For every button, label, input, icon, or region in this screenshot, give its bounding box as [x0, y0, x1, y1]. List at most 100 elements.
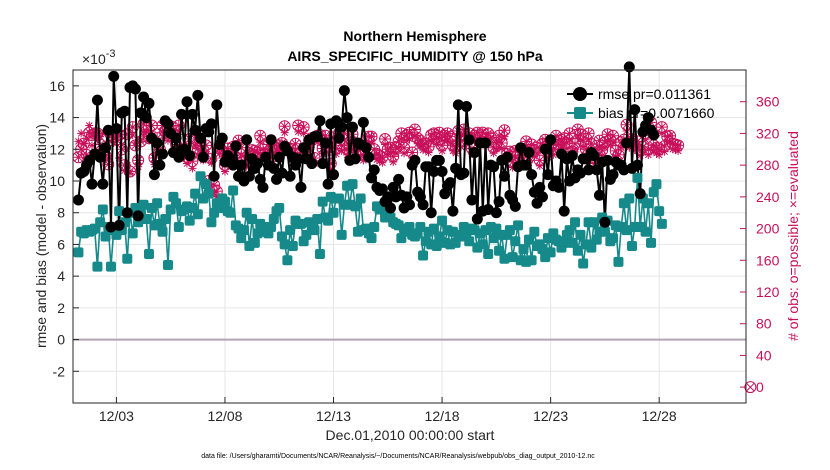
bias-point — [282, 255, 293, 266]
obs-evaluated-marker — [77, 129, 86, 138]
obs-evaluated-marker — [666, 138, 675, 147]
y-tick-label: 16 — [49, 78, 65, 94]
obs-evaluated-marker — [429, 135, 438, 144]
bias-point — [418, 250, 429, 261]
rmse-point — [469, 146, 481, 158]
obs-evaluated-marker — [74, 137, 83, 146]
rmse-point — [243, 170, 255, 182]
bias-point — [428, 223, 439, 234]
obs-evaluated-marker — [519, 150, 528, 159]
rmse-point — [208, 170, 220, 182]
rmse-point — [338, 85, 350, 97]
rmse-point — [520, 159, 532, 171]
y-right-tick-label: 320 — [756, 125, 780, 141]
rmse-point — [558, 205, 570, 217]
rmse-point — [545, 134, 557, 146]
obs-evaluated-marker — [125, 169, 134, 178]
obs-evaluated-marker — [500, 132, 509, 141]
obs-evaluated-marker — [495, 138, 504, 147]
bias-point — [219, 196, 230, 207]
bias-point — [184, 215, 195, 226]
obs-evaluated-marker — [598, 151, 607, 160]
rmse-point — [298, 142, 310, 154]
bias-point — [200, 179, 211, 190]
obs-evaluated-marker — [668, 145, 677, 154]
obs-evaluated-marker — [438, 146, 447, 155]
bias-point — [437, 215, 448, 226]
obs-evaluated-marker — [98, 129, 107, 138]
rmse-point — [197, 151, 209, 163]
rmse-point — [387, 181, 399, 193]
obs-evaluated-marker — [123, 161, 132, 170]
bias-point — [651, 179, 662, 190]
obs-evaluated-marker — [565, 135, 574, 144]
bias-point — [228, 185, 239, 196]
rmse-point — [444, 177, 456, 189]
bias-point — [206, 217, 217, 228]
chart-title-line-1: Northern Hemisphere — [343, 28, 486, 44]
rmse-point — [417, 199, 429, 211]
obs-evaluated-marker — [193, 150, 202, 159]
bias-point — [575, 229, 586, 240]
rmse-point — [205, 118, 217, 130]
obs-evaluated-marker — [229, 147, 238, 156]
obs-evaluated-marker — [237, 150, 246, 159]
bias-point — [314, 248, 325, 259]
obs-evaluated-marker — [459, 131, 468, 140]
rmse-point — [588, 150, 600, 162]
rmse-point — [515, 142, 527, 154]
obs-evaluated-marker — [440, 137, 449, 146]
bias-point — [301, 229, 312, 240]
bias-point — [656, 218, 667, 229]
obs-evaluated-marker — [158, 127, 167, 136]
bias-point — [431, 241, 442, 252]
bias-point — [613, 256, 624, 267]
bias-point — [274, 202, 285, 213]
y-tick-label: 6 — [57, 236, 65, 252]
rmse-point — [599, 216, 611, 228]
rmse-point — [211, 99, 223, 111]
obs-evaluated-marker — [400, 149, 409, 158]
obs-evaluated-marker — [370, 151, 379, 160]
exponent-power: -3 — [106, 48, 116, 60]
bias-point — [599, 226, 610, 237]
rmse-point — [333, 132, 345, 144]
obs-evaluated-marker — [299, 129, 308, 138]
bias-point — [504, 225, 515, 236]
rmse-point — [363, 151, 375, 163]
x-tick-label: 12/13 — [316, 408, 351, 424]
bias-point — [545, 247, 556, 258]
bias-point — [570, 217, 581, 228]
bias-point — [127, 228, 138, 239]
bias-point — [518, 244, 529, 255]
y-right-tick-label: 240 — [756, 189, 780, 205]
rmse-point — [336, 121, 348, 133]
y-tick-label: -2 — [53, 363, 66, 379]
obs-evaluated-marker — [549, 150, 558, 159]
obs-evaluated-marker — [210, 188, 219, 197]
obs-evaluated-marker — [644, 150, 653, 159]
obs-evaluated-marker — [294, 127, 303, 136]
rmse-point — [91, 94, 103, 106]
rmse-point — [151, 137, 163, 149]
obs-evaluated-marker — [535, 161, 544, 170]
obs-evaluated-marker — [394, 143, 403, 152]
bias-point — [266, 221, 277, 232]
obs-evaluated-marker — [424, 148, 433, 157]
obs-evaluated-marker — [560, 139, 569, 148]
bias-point — [513, 220, 524, 231]
x-tick-label: 12/28 — [642, 408, 677, 424]
y-tick-label: 0 — [57, 332, 65, 348]
y-tick-label: 10 — [49, 173, 65, 189]
rmse-point — [466, 194, 478, 206]
bias-point — [621, 225, 632, 236]
obs-evaluated-marker — [671, 146, 680, 155]
rmse-point — [268, 162, 280, 174]
obs-evaluated-marker — [134, 162, 143, 171]
obs-evaluated-marker — [174, 127, 183, 136]
bias-point — [415, 221, 426, 232]
bias-point — [640, 226, 651, 237]
obs-evaluated-marker — [454, 133, 463, 142]
obs-evaluated-marker — [280, 128, 289, 137]
